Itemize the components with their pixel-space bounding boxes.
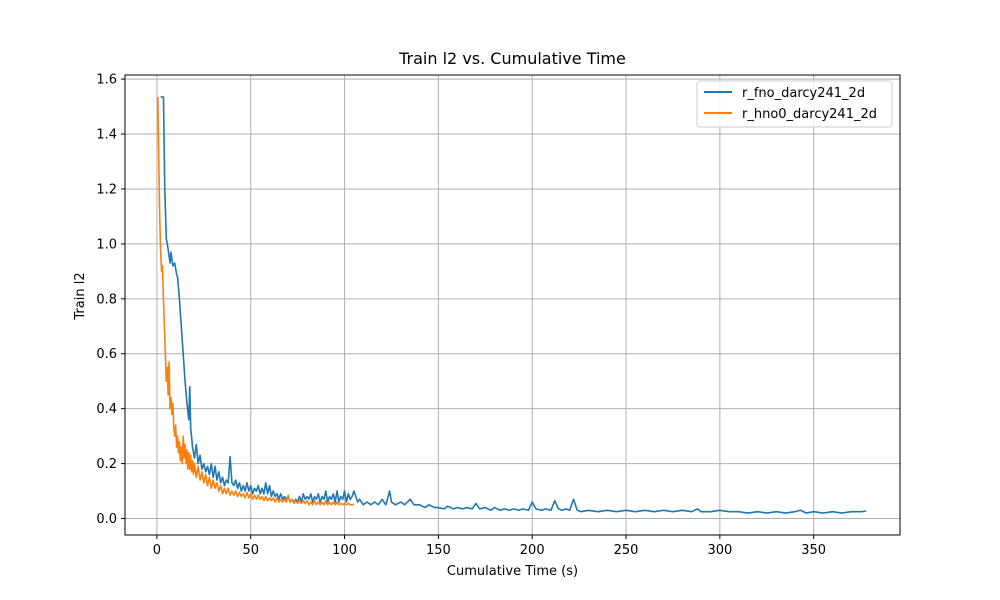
y-tick-label: 1.6 <box>96 73 117 88</box>
y-tick-label: 1.2 <box>96 182 117 197</box>
x-tick-label: 50 <box>242 543 259 558</box>
x-tick-label: 100 <box>332 543 357 558</box>
x-tick-label: 0 <box>153 543 161 558</box>
x-axis-label: Cumulative Time (s) <box>447 564 578 579</box>
chart-title: Train l2 vs. Cumulative Time <box>398 49 626 68</box>
y-tick-label: 0.2 <box>96 457 117 472</box>
series-layer <box>157 96 867 514</box>
x-tick-label: 150 <box>426 543 451 558</box>
x-axis-ticks: 0 50 100 150 200 250 300 350 <box>153 535 826 558</box>
grid <box>125 75 900 535</box>
y-tick-label: 0.0 <box>96 512 117 527</box>
y-axis-ticks: 0.0 0.2 0.4 0.6 0.8 1.0 1.2 1.4 1.6 <box>96 73 125 527</box>
y-tick-label: 1.0 <box>96 237 117 252</box>
x-tick-label: 300 <box>707 543 732 558</box>
y-axis-label: Train l2 <box>73 272 88 320</box>
y-tick-label: 0.6 <box>96 347 117 362</box>
legend: r_fno_darcy241_2d r_hno0_darcy241_2d <box>696 80 893 128</box>
y-tick-label: 1.4 <box>96 128 117 143</box>
series-line-hno <box>157 96 355 506</box>
y-tick-label: 0.8 <box>96 292 117 307</box>
x-tick-label: 200 <box>520 543 545 558</box>
plot-frame <box>124 74 901 536</box>
series-line-fno <box>160 96 867 514</box>
x-tick-label: 250 <box>614 543 639 558</box>
x-tick-label: 350 <box>801 543 826 558</box>
y-tick-label: 0.4 <box>96 402 117 417</box>
legend-label-fno: r_fno_darcy241_2d <box>742 86 865 101</box>
legend-label-hno: r_hno0_darcy241_2d <box>742 107 877 122</box>
legend-box <box>696 80 893 128</box>
